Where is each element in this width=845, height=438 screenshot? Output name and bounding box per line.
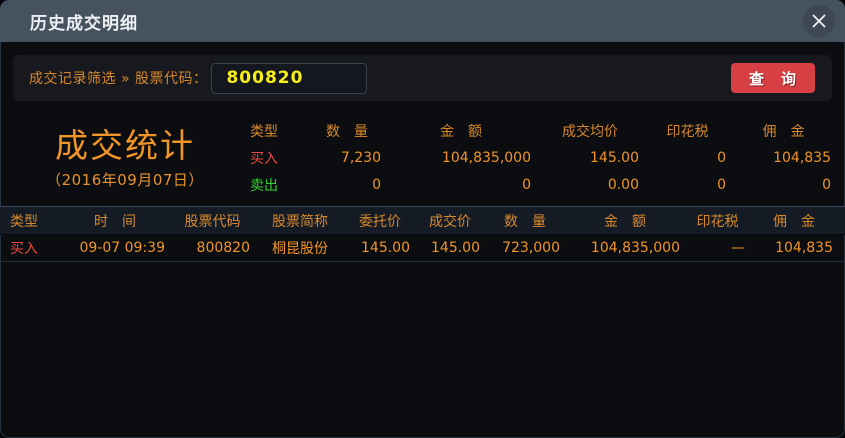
stats-header-avg-price: 成交均价 [562,123,618,140]
row-stamp-tax: — [731,240,745,256]
stats-buy-row: 买入 7,230 104,835,000 145.00 0 104,835 [250,144,845,171]
stats-buy-quantity: 7,230 [340,149,381,166]
stats-header-stamp-tax: 印花税 [666,123,709,140]
stats-sell-quantity: 0 [372,176,381,193]
row-type: 买入 [10,241,38,257]
close-button[interactable] [803,5,835,37]
detail-header-type: 类型 [10,213,38,230]
stats-buy-type: 买入 [250,150,278,167]
stats-header-commission: 佣 金 [762,123,805,140]
detail-header-stamp-tax: 印花税 [696,213,739,230]
row-order-price: 145.00 [361,240,410,256]
detail-header-deal-price: 成交价 [429,213,471,230]
stock-code-input[interactable] [211,62,368,94]
stats-sell-commission: 0 [822,176,831,193]
stats-header-amount: 金 额 [440,123,482,140]
deal-statistics-section: 成交统计 （2016年09月07日） 类型 数 量 金 额 成交均价 印花税 佣… [0,101,845,202]
stock-code-label: 成交记录筛选 » 股票代码： [29,71,208,87]
row-stock-code: 800820 [196,240,250,256]
row-deal-price: 145.00 [431,240,480,256]
detail-header-stock-code: 股票代码 [184,213,241,230]
stats-title: 成交统计 [55,126,195,165]
stats-buy-stamp-tax: 0 [717,149,726,166]
stats-buy-commission: 104,835 [773,149,831,166]
detail-header-time: 时 间 [94,213,136,230]
row-time: 09-07 09:39 [79,240,165,256]
detail-header-quantity: 数 量 [504,213,546,230]
stats-sell-stamp-tax: 0 [717,176,726,193]
stats-header-type: 类型 [250,123,278,140]
filter-bar: 成交记录筛选 » 股票代码： 查 询 [13,55,832,101]
deal-detail-table: 类型 时 间 股票代码 股票简称 委托价 成交价 数 量 金 额 印花税 佣 金… [0,206,845,262]
detail-header-amount: 金 额 [604,213,646,230]
stats-date: （2016年09月07日） [46,171,204,189]
stats-sell-avg-price: 0.00 [607,176,639,193]
stats-header-row: 类型 数 量 金 额 成交均价 印花税 佣 金 [250,117,845,144]
close-icon [811,13,827,29]
detail-header-order-price: 委托价 [359,213,401,230]
row-stock-name: 桐昆股份 [272,241,328,257]
query-button[interactable]: 查 询 [731,63,815,93]
detail-header-commission: 佣 金 [773,213,815,230]
row-quantity: 723,000 [502,240,560,256]
stats-table: 类型 数 量 金 额 成交均价 印花税 佣 金 买入 7,230 104,835… [250,117,845,202]
stats-buy-amount: 104,835,000 [441,149,531,166]
row-commission: 104,835 [775,240,833,256]
table-row[interactable]: 买入 09-07 09:39 800820 桐昆股份 145.00 145.00… [0,235,845,262]
stats-buy-avg-price: 145.00 [590,149,639,166]
title-bar: 历史成交明细 [0,0,845,42]
detail-header-stock-name: 股票简称 [272,213,328,230]
row-amount: 104,835,000 [590,240,680,256]
stats-title-block: 成交统计 （2016年09月07日） [0,117,250,202]
window-title: 历史成交明细 [30,13,138,34]
stats-sell-type: 卖出 [250,177,278,194]
stats-sell-amount: 0 [522,176,531,193]
stats-sell-row: 卖出 0 0 0.00 0 0 [250,171,845,198]
stats-header-quantity: 数 量 [326,123,368,140]
detail-header-row: 类型 时 间 股票代码 股票简称 委托价 成交价 数 量 金 额 印花税 佣 金 [0,206,845,235]
